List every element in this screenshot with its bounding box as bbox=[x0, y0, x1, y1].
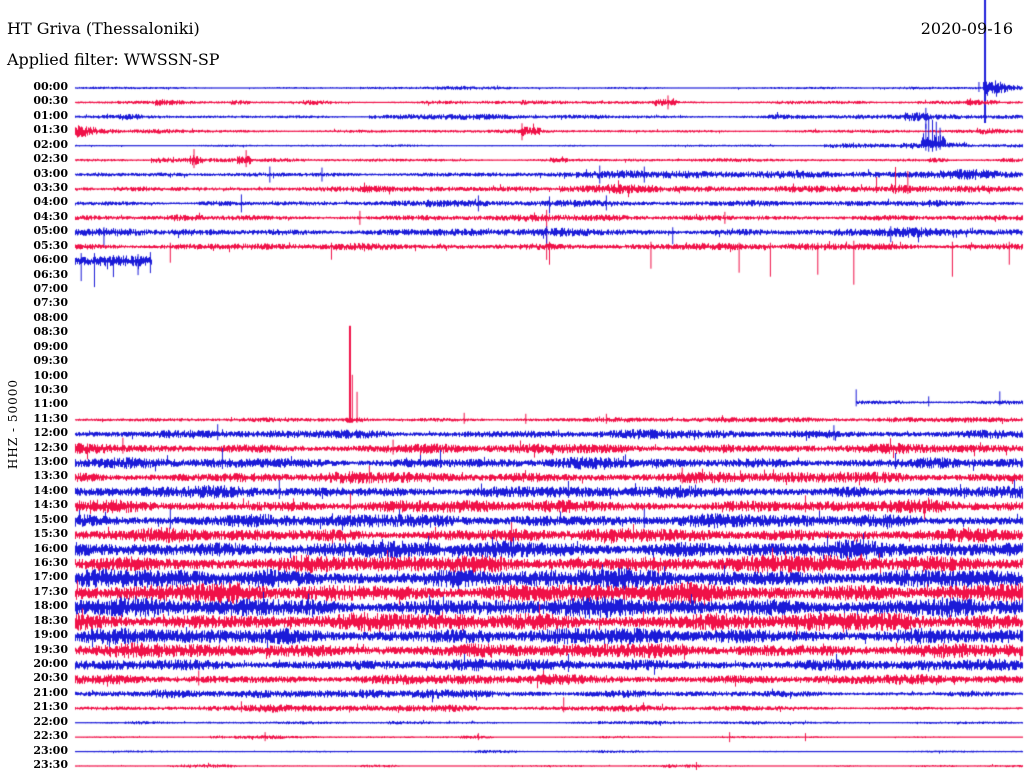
time-label-10-30: 10:30 bbox=[33, 382, 68, 396]
time-label-08-00: 08:00 bbox=[33, 310, 68, 324]
time-label-04-30: 04:30 bbox=[33, 209, 68, 223]
time-label-18-30: 18:30 bbox=[33, 613, 68, 627]
station-title: HT Griva (Thessaloniki) bbox=[7, 19, 200, 38]
time-label-02-30: 02:30 bbox=[33, 152, 68, 166]
time-label-09-30: 09:30 bbox=[33, 354, 68, 368]
time-label-00-00: 00:00 bbox=[33, 80, 68, 93]
time-label-20-00: 20:00 bbox=[33, 657, 68, 671]
time-label-14-00: 14:00 bbox=[33, 483, 68, 497]
time-label-15-00: 15:00 bbox=[33, 512, 68, 526]
time-label-07-30: 07:30 bbox=[33, 296, 68, 310]
time-label-09-00: 09:00 bbox=[33, 339, 68, 353]
date-label: 2020-09-16 bbox=[920, 19, 1013, 38]
time-label-06-00: 06:00 bbox=[33, 253, 68, 267]
time-label-21-00: 21:00 bbox=[33, 685, 68, 699]
time-label-23-30: 23:30 bbox=[33, 757, 68, 771]
time-label-11-30: 11:30 bbox=[33, 411, 68, 425]
time-label-10-00: 10:00 bbox=[33, 368, 68, 382]
time-label-00-30: 00:30 bbox=[33, 94, 68, 108]
time-label-23-00: 23:00 bbox=[33, 743, 68, 757]
time-label-06-30: 06:30 bbox=[33, 267, 68, 281]
time-label-22-00: 22:00 bbox=[33, 714, 68, 728]
time-label-08-30: 08:30 bbox=[33, 325, 68, 339]
time-label-04-00: 04:00 bbox=[33, 195, 68, 209]
time-label-05-00: 05:00 bbox=[33, 224, 68, 238]
time-axis-labels: 00:00 00:30 01:00 01:30 02:00 02:30 03:00 03:30… bbox=[0, 0, 70, 780]
channel-scale-label: HHZ - 50000 bbox=[6, 378, 20, 470]
time-label-17-00: 17:00 bbox=[33, 570, 68, 584]
time-label-21-30: 21:30 bbox=[33, 700, 68, 714]
applied-filter-label: Applied filter: WWSSN-SP bbox=[7, 50, 220, 69]
time-label-16-00: 16:00 bbox=[33, 541, 68, 555]
time-label-13-00: 13:00 bbox=[33, 455, 68, 469]
time-label-03-30: 03:30 bbox=[33, 180, 68, 194]
time-label-01-30: 01:30 bbox=[33, 123, 68, 137]
time-label-03-00: 03:00 bbox=[33, 166, 68, 180]
time-label-22-30: 22:30 bbox=[33, 729, 68, 743]
time-label-18-00: 18:00 bbox=[33, 599, 68, 613]
time-label-13-30: 13:30 bbox=[33, 469, 68, 483]
time-label-07-00: 07:00 bbox=[33, 281, 68, 295]
time-label-01-00: 01:00 bbox=[33, 108, 68, 122]
time-label-05-30: 05:30 bbox=[33, 238, 68, 252]
time-label-19-00: 19:00 bbox=[33, 628, 68, 642]
time-label-17-30: 17:30 bbox=[33, 584, 68, 598]
time-label-02-00: 02:00 bbox=[33, 137, 68, 151]
time-label-12-00: 12:00 bbox=[33, 426, 68, 440]
time-label-19-30: 19:30 bbox=[33, 642, 68, 656]
time-label-15-30: 15:30 bbox=[33, 527, 68, 541]
time-label-11-00: 11:00 bbox=[33, 397, 68, 411]
time-label-16-30: 16:30 bbox=[33, 556, 68, 570]
time-label-20-30: 20:30 bbox=[33, 671, 68, 685]
time-label-14-30: 14:30 bbox=[33, 498, 68, 512]
time-label-12-30: 12:30 bbox=[33, 440, 68, 454]
